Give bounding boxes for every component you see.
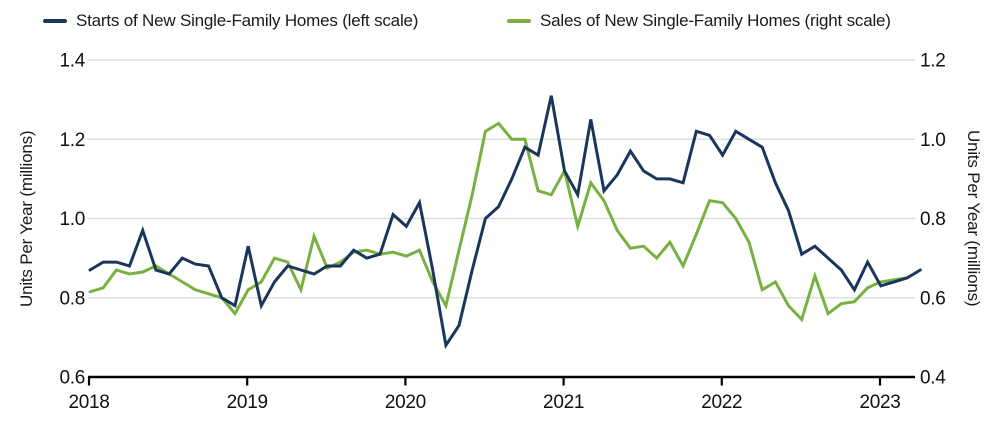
left-axis-tick-label: 1.2 bbox=[59, 130, 85, 151]
right-axis-tick-label: 1.0 bbox=[920, 130, 946, 151]
x-tick-label: 2023 bbox=[859, 392, 900, 413]
sales-legend-swatch bbox=[507, 19, 531, 23]
legend-item-starts: Starts of New Single-Family Homes (left … bbox=[43, 9, 418, 33]
left-axis-tick-label: 0.8 bbox=[59, 288, 85, 309]
left-axis-tick-label: 1.4 bbox=[59, 51, 85, 72]
series-line-sales bbox=[88, 121, 909, 323]
left-axis-tick-label: 0.6 bbox=[59, 368, 85, 389]
right-axis-tick-label: 0.4 bbox=[920, 368, 946, 389]
right-axis-tick-label: 1.2 bbox=[920, 51, 946, 72]
right-axis-title: Units Per Year (millions) bbox=[964, 130, 983, 307]
x-tick-label: 2019 bbox=[227, 392, 268, 413]
x-tick-label: 2018 bbox=[68, 392, 109, 413]
left-axis-tick-label: 1.0 bbox=[59, 209, 85, 230]
x-tick-label: 2021 bbox=[543, 392, 584, 413]
legend-item-sales: Sales of New Single-Family Homes (right … bbox=[507, 9, 891, 33]
right-axis-tick-label: 0.6 bbox=[920, 288, 946, 309]
starts-legend-swatch bbox=[43, 19, 67, 23]
x-tick-label: 2020 bbox=[385, 392, 426, 413]
starts-legend-label: Starts of New Single-Family Homes (left … bbox=[76, 11, 419, 30]
x-tick-label: 2022 bbox=[701, 392, 742, 413]
right-axis-tick-label: 0.8 bbox=[920, 209, 946, 230]
series-line-starts bbox=[88, 95, 922, 350]
sales-legend-label: Sales of New Single-Family Homes (right … bbox=[540, 11, 891, 30]
